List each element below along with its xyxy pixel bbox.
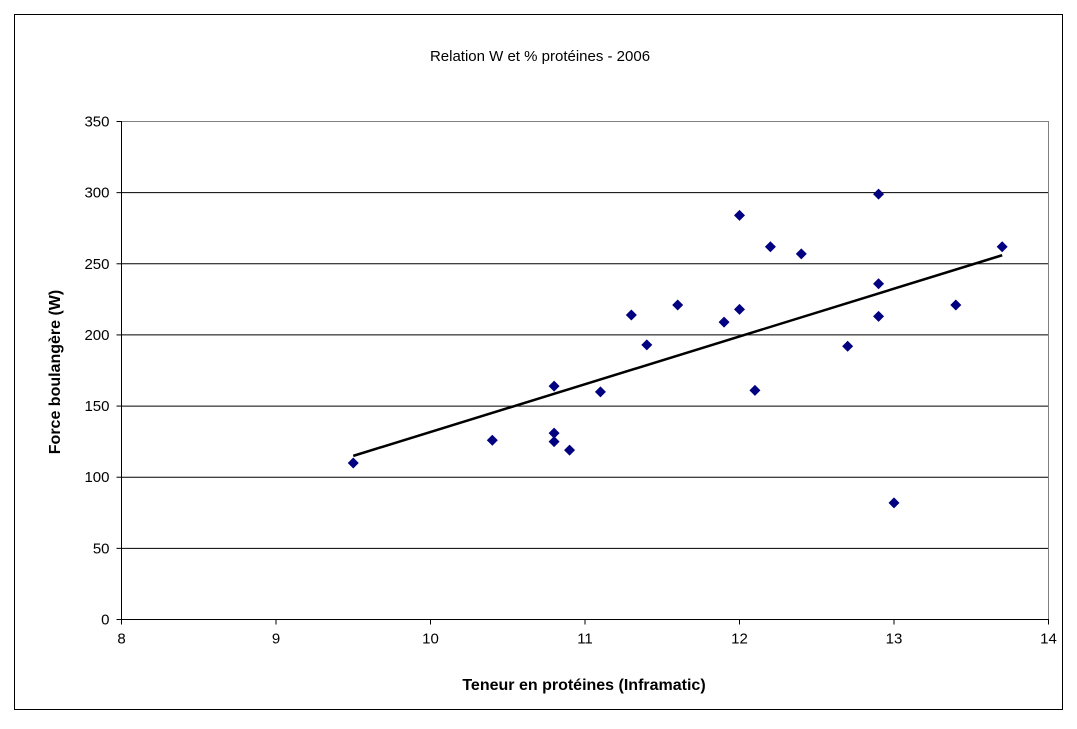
x-tick-label: 11	[577, 631, 593, 648]
data-point	[672, 299, 684, 311]
data-point	[842, 340, 854, 352]
data-point	[718, 316, 730, 328]
y-tick-label: 200	[84, 327, 109, 344]
data-point	[564, 444, 576, 456]
data-point	[548, 427, 560, 439]
data-point	[873, 278, 885, 290]
y-tick-label: 0	[101, 612, 109, 629]
data-points	[347, 188, 1008, 509]
data-point	[548, 436, 560, 448]
x-tick-label: 14	[1040, 631, 1057, 648]
data-point	[486, 434, 498, 446]
data-point	[734, 303, 745, 315]
data-point	[734, 209, 745, 221]
y-tick-label: 150	[84, 398, 109, 415]
y-tick-label: 250	[84, 256, 109, 273]
x-tick-label: 10	[422, 631, 439, 648]
x-tick-label: 12	[731, 631, 748, 648]
chart-border	[14, 14, 1063, 710]
data-point	[888, 497, 900, 509]
data-point	[347, 457, 359, 469]
y-axis-ticks: 0 50 100 150 200 250 300 350	[84, 114, 122, 629]
y-tick-label: 50	[93, 540, 110, 557]
data-point	[641, 339, 653, 351]
y-tick-label: 350	[84, 114, 109, 131]
data-point	[873, 310, 885, 322]
data-point	[950, 299, 962, 311]
y-tick-label: 100	[84, 469, 109, 486]
data-point	[594, 386, 606, 398]
data-point	[795, 248, 807, 260]
x-tick-label: 13	[886, 631, 903, 648]
data-point	[548, 380, 560, 392]
chart-title: Relation W et % protéines - 2006	[430, 48, 650, 65]
data-point	[996, 241, 1008, 253]
linear-trendline	[352, 254, 1003, 458]
x-axis-ticks: 8 9 10 11 12 13 14	[117, 619, 1057, 648]
y-tick-label: 300	[84, 185, 109, 202]
y-axis-title: Force boulangère (W)	[47, 290, 64, 454]
data-point	[873, 188, 885, 200]
data-point	[764, 241, 776, 253]
data-point	[749, 384, 761, 396]
data-point	[625, 309, 637, 321]
x-axis-title: Teneur en protéines (Inframatic)	[462, 677, 705, 694]
x-tick-label: 9	[272, 631, 280, 648]
x-tick-label: 8	[117, 631, 125, 648]
